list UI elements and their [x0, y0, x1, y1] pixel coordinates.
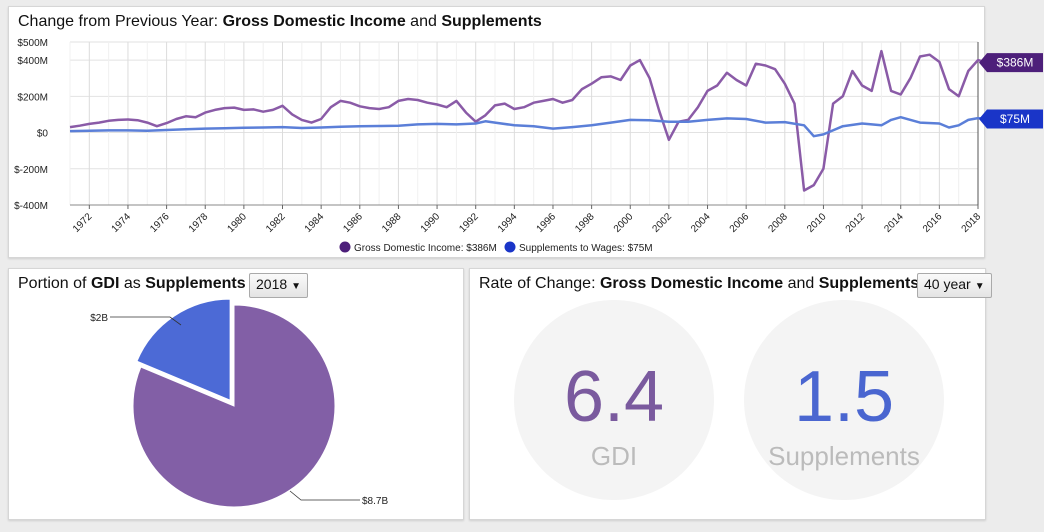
gdi-value-badge: [979, 53, 1043, 73]
legend-gdi-swatch: [339, 241, 351, 253]
rate-title: Rate of Change: Gross Domestic Income an…: [479, 275, 919, 293]
y-tick-label: $400M: [17, 56, 48, 67]
pie-slice-supplements[interactable]: [136, 298, 231, 401]
gdi-rate-value: 6.4: [563, 357, 665, 437]
pie-leader-large: [289, 490, 360, 501]
pie-title-supplements: Supplements: [145, 275, 246, 292]
y-tick-label: $500M: [17, 38, 48, 49]
gdi-series-line: [69, 49, 989, 192]
y-tick-label: $0: [37, 129, 49, 140]
rate-title-prefix: Rate of Change:: [479, 275, 600, 292]
chart-legend: Gross Domestic Income: $386M Supplements…: [339, 241, 653, 254]
gdi-rate-circle: [514, 300, 714, 500]
range-select[interactable]: 40 year ▼: [917, 273, 992, 298]
pie-labels: $2B $8.7B: [90, 313, 388, 507]
pie-title-gdi: GDI: [90, 275, 120, 292]
rate-title-and: and: [783, 275, 819, 292]
x-tick-label: 2002: [651, 211, 675, 235]
x-tick-label: 2008: [766, 211, 790, 235]
x-tick-label: 1994: [496, 211, 520, 235]
value-badges: $386M $75M: [979, 53, 1043, 129]
x-tick-label: 2004: [689, 211, 713, 235]
pie-chart: $2B $8.7B: [90, 298, 388, 508]
supplements-series-line: [69, 115, 988, 138]
rate-title-gdi: Gross Domestic Income: [599, 275, 784, 292]
pie-label-large: $8.7B: [362, 496, 388, 507]
pie-title-as: as: [119, 275, 146, 292]
supp-rate-value: 1.5: [793, 357, 895, 437]
y-tick-label: $-400M: [14, 201, 48, 212]
line-chart: $-400M$-200M$0$200M$400M$500M 1972 1974 19…: [14, 38, 1043, 254]
gdi-rate-label: GDI: [590, 441, 638, 471]
chevron-down-icon: ▼: [974, 281, 985, 292]
legend-supp-label[interactable]: Supplements to Wages: $75M: [519, 243, 653, 254]
x-tick-label: 2000: [612, 211, 636, 235]
y-axis: $-400M $-200M $0 $200M $400M $500M: [14, 38, 48, 212]
pie-title: Portion of GDI as Supplements: [18, 275, 246, 293]
supp-value-badge: [979, 109, 1043, 129]
range-select-value: 40 year: [924, 276, 971, 292]
x-tick-label: 2006: [728, 211, 752, 235]
gdi-value-badge-text: $386M: [997, 56, 1034, 70]
line-chart-title: Change from Previous Year: Gross Domesti…: [18, 13, 542, 31]
pie-title-prefix: Portion of: [18, 275, 91, 292]
pie-leader-small: [110, 316, 182, 326]
chevron-down-icon: ▼: [291, 281, 302, 292]
legend-supp-swatch: [504, 241, 516, 253]
x-tick-label: 2010: [805, 211, 829, 235]
pie-slice-gdi[interactable]: [132, 304, 336, 508]
year-select-value: 2018: [256, 276, 288, 292]
rate-title-supplements: Supplements: [818, 275, 920, 292]
x-tick-label: 1996: [535, 211, 559, 235]
title-prefix: Change from Previous Year:: [18, 13, 223, 30]
x-tick-label: 2016: [921, 211, 945, 235]
line-chart-panel: Change from Previous Year: Gross Domesti…: [8, 6, 985, 258]
supp-value-badge-text: $75M: [1000, 112, 1030, 126]
pie-label-small: $2B: [90, 313, 108, 324]
x-tick-label: 1998: [573, 211, 597, 235]
legend-gdi-label[interactable]: Gross Domestic Income: $386M: [354, 243, 497, 254]
supp-rate-circle: [744, 300, 944, 500]
y-tick-label: $-200M: [14, 165, 48, 176]
title-supplements: Supplements: [441, 13, 542, 30]
y-tick-label: $200M: [17, 92, 48, 103]
supp-rate-label: Supplements: [768, 441, 920, 471]
title-gdi: Gross Domestic Income: [222, 13, 406, 30]
year-select[interactable]: 2018 ▼: [249, 273, 309, 298]
x-tick-label: 2018: [960, 211, 984, 235]
rate-of-change-panel: Rate of Change: Gross Domestic Income an…: [469, 268, 992, 520]
x-tick-label: 2014: [882, 211, 906, 235]
title-and: and: [405, 13, 442, 30]
x-tick-label: 2012: [844, 211, 868, 235]
